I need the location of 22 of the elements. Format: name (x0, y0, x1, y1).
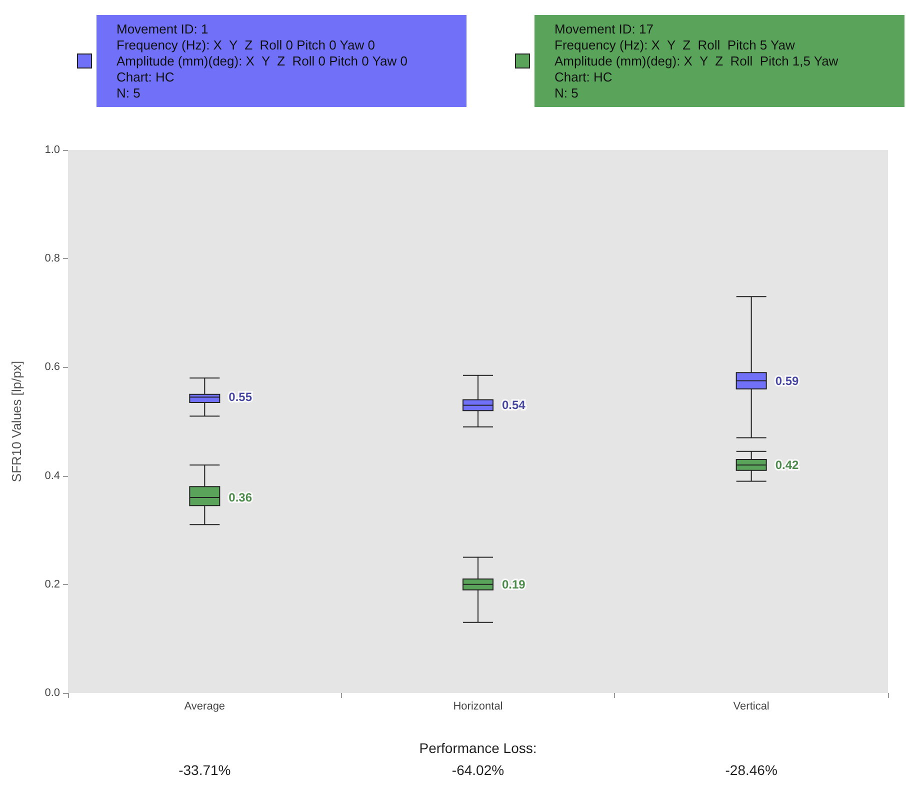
y-tick-label: 0.6 (44, 361, 60, 374)
text: -64.02% (452, 762, 504, 778)
y-tick-label: 0.8 (44, 252, 60, 265)
legend-label: Movement ID: 1 Frequency (Hz): X Y Z Roll 0 Pitch 0 Yaw 0 Amplitude (mm)(deg): X Y Z Roll 0 Pitch 0 Yaw 0 Chart: HC N: 5 (116, 22, 408, 100)
x-axis-title: Performance Loss: (419, 740, 537, 756)
text: 0.59 (775, 374, 799, 388)
y-axis-title: SFR10 Values [lp/px] (9, 360, 24, 482)
x-tick-label: Vertical (733, 700, 770, 712)
text: 0.55 (228, 390, 252, 404)
text: 0.54 (502, 398, 526, 412)
text: -28.46% (725, 762, 778, 778)
x-tick-label: Average (184, 700, 226, 712)
text: 0.19 (502, 577, 526, 592)
y-tick-label: 1.0 (44, 144, 60, 156)
text: -33.71% (178, 762, 231, 778)
legend-label: Movement ID: 17 Frequency (Hz): X Y Z Roll Pitch 5 Yaw Amplitude (mm)(deg): X Y Z Roll Pitch 1,5 Yaw Chart: HC N: 5 (554, 22, 839, 100)
x-tick-label: Horizontal (453, 700, 503, 712)
y-tick-label: 0.4 (44, 470, 60, 482)
text: 0.36 (228, 490, 252, 505)
y-tick-label: 0.2 (44, 578, 60, 590)
y-tick-label: 0.0 (44, 687, 60, 699)
text: 0.42 (775, 458, 799, 472)
